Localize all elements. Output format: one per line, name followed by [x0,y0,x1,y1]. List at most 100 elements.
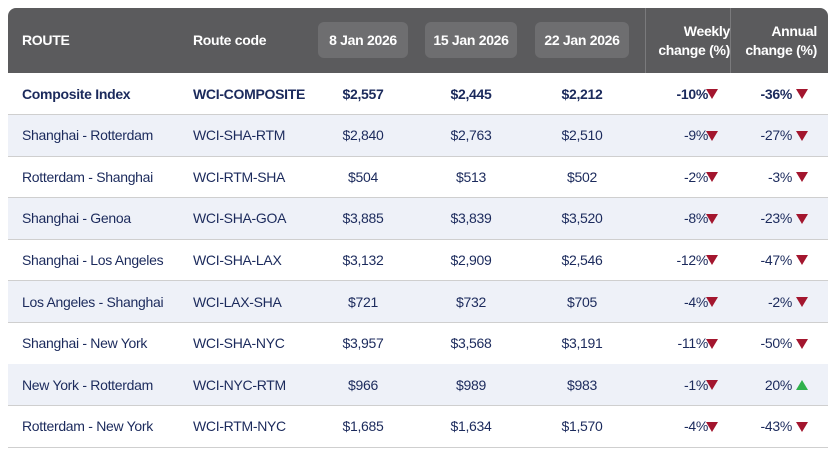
arrow-shape [796,338,808,349]
table-cell: $1,634 [450,418,492,435]
table-cell: $2,445 [450,85,492,102]
header-pill [425,22,517,58]
arrow-shape [796,421,808,432]
arrow-down [706,89,718,99]
header-divider [645,8,646,73]
table-cell: Shanghai - Los Angeles [22,251,164,268]
arrow-down [706,172,718,183]
table-cell: WCI-SHA-LAX [193,251,282,268]
table-cell: $3,132 [342,251,384,268]
table-cell: WCI-SHA-NYC [193,335,285,352]
table-row: Rotterdam - New York WCI-RTM-NYC $1,685 $1,… [8,406,828,448]
arrow-shape [796,130,808,141]
table-cell: $989 [456,376,486,393]
table-row: Shanghai - Los Angeles WCI-SHA-LAX $3,132 $… [8,239,828,282]
table-cell: -2% [684,168,708,185]
table-cell: Rotterdam - Shanghai [22,168,153,185]
header-cell: 22 Jan 2026 [544,32,620,48]
table-cell: WCI-LAX-SHA [193,293,282,310]
table-cell: -4% [684,418,708,435]
table-row: New York - Rotterdam WCI-NYC-RTM $966 $989 $… [8,364,828,407]
arrow-shape [706,421,718,432]
arrow-down [796,338,808,349]
table-row: Shanghai - New York WCI-SHA-NYC $3,957 $3,5… [8,323,828,365]
header-pill [318,22,408,58]
table-cell: -23% [760,210,793,227]
table-cell: WCI-COMPOSITE [193,85,305,102]
table-cell: $732 [456,293,486,310]
table-cell: WCI-SHA-GOA [193,210,287,227]
table-cell: Shanghai - New York [22,335,148,352]
arrow-shape [706,297,718,307]
table-cell: -4% [684,293,708,310]
table-cell: -47% [760,251,793,268]
table-cell: -12% [676,251,709,268]
table-cell: $721 [348,293,378,310]
arrow-shape [796,172,808,183]
table-cell: -3% [768,168,792,185]
table-cell: $3,839 [450,210,492,227]
table-row: Composite Index WCI-COMPOSITE $2,557 $2,445… [8,73,828,115]
arrow-down [706,338,718,349]
table-cell: $705 [567,293,597,310]
arrow-down [706,380,718,391]
header-cell: Route code [193,32,267,48]
table-cell: Composite Index [22,85,131,102]
table-cell: $3,957 [342,335,384,352]
table-cell: -36% [760,85,793,102]
header-bar [8,8,828,73]
header-cell: ROUTE [22,32,70,48]
arrow-shape [706,172,718,183]
table-row: Rotterdam - Shanghai WCI-RTM-SHA $504 $513 $… [8,156,828,199]
table-cell: $502 [567,168,597,185]
table-cell: New York - Rotterdam [22,376,153,393]
table-cell: $3,191 [561,335,603,352]
arrow-down [706,213,718,224]
arrow-down [706,255,718,266]
arrow-shape [796,213,808,224]
table-cell: $2,763 [450,127,492,144]
arrow-down [796,421,808,432]
table-cell: -43% [760,418,793,435]
arrow-shape [706,255,718,266]
arrow-down [706,421,718,432]
table-cell: $3,520 [561,210,603,227]
table-cell: Rotterdam - New York [22,418,153,435]
table-cell: $3,885 [342,210,384,227]
table-cell: WCI-RTM-SHA [193,168,286,185]
table-cell: $3,568 [450,335,492,352]
arrow-down [796,255,808,266]
table-cell: WCI-SHA-RTM [193,127,286,144]
table-cell: Los Angeles - Shanghai [22,293,164,310]
header-pill [535,22,629,58]
table-cell: $1,685 [342,418,384,435]
table-cell: $2,510 [561,127,603,144]
table-cell: $2,909 [450,251,492,268]
header-cell: Weekly change (%) [658,22,730,58]
table-cell: -10% [676,85,709,102]
arrow-down [706,130,718,141]
table-cell: WCI-NYC-RTM [193,376,286,393]
arrow-shape [706,213,718,224]
arrow-up [796,380,808,391]
arrow-down [796,213,808,224]
table-cell: WCI-RTM-NYC [193,418,286,435]
arrow-down [796,172,808,183]
table-cell: -8% [684,210,708,227]
arrow-shape [706,89,718,99]
table-row: Shanghai - Rotterdam WCI-SHA-RTM $2,840 $2,… [8,114,828,157]
arrow-down [796,297,808,307]
table-cell: Shanghai - Genoa [22,210,131,227]
table-cell: -9% [684,127,708,144]
arrow-down [796,89,808,99]
table-cell: $2,212 [561,85,603,102]
table-cell: $983 [567,376,597,393]
table-cell: $1,570 [561,418,603,435]
table-cell: $2,546 [561,251,603,268]
arrow-shape [796,89,808,99]
table-cell: $966 [348,376,378,393]
arrow-shape [706,338,718,349]
arrow-shape [796,380,808,391]
table-cell: -1% [684,376,708,393]
header-cell: 15 Jan 2026 [433,32,509,48]
